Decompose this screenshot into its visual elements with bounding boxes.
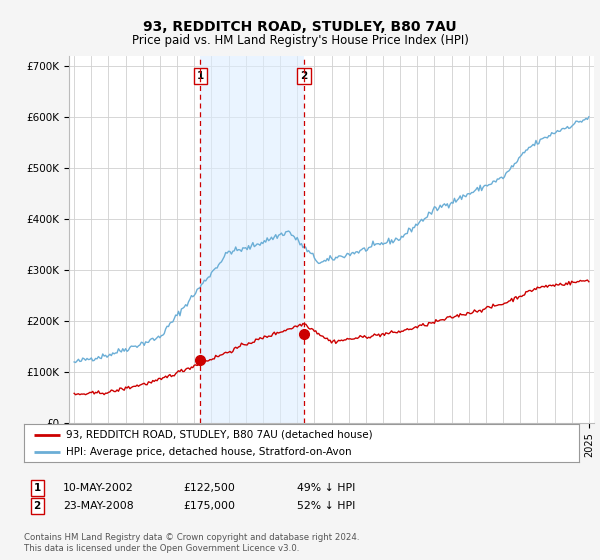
Text: 93, REDDITCH ROAD, STUDLEY, B80 7AU (detached house): 93, REDDITCH ROAD, STUDLEY, B80 7AU (det… (65, 430, 372, 440)
Text: 10-MAY-2002: 10-MAY-2002 (63, 483, 134, 493)
Text: HPI: Average price, detached house, Stratford-on-Avon: HPI: Average price, detached house, Stra… (65, 447, 351, 458)
Text: £122,500: £122,500 (183, 483, 235, 493)
Text: This data is licensed under the Open Government Licence v3.0.: This data is licensed under the Open Gov… (24, 544, 299, 553)
Text: Contains HM Land Registry data © Crown copyright and database right 2024.: Contains HM Land Registry data © Crown c… (24, 533, 359, 542)
Bar (200, 56, 304, 423)
Text: 49% ↓ HPI: 49% ↓ HPI (297, 483, 355, 493)
Text: 93, REDDITCH ROAD, STUDLEY, B80 7AU: 93, REDDITCH ROAD, STUDLEY, B80 7AU (143, 20, 457, 34)
Text: 52% ↓ HPI: 52% ↓ HPI (297, 501, 355, 511)
Text: Price paid vs. HM Land Registry's House Price Index (HPI): Price paid vs. HM Land Registry's House … (131, 34, 469, 46)
Text: 1: 1 (197, 71, 204, 81)
Text: 2: 2 (300, 71, 308, 81)
Text: 23-MAY-2008: 23-MAY-2008 (63, 501, 134, 511)
Text: £175,000: £175,000 (183, 501, 235, 511)
Text: 1: 1 (34, 483, 41, 493)
Text: 2: 2 (34, 501, 41, 511)
